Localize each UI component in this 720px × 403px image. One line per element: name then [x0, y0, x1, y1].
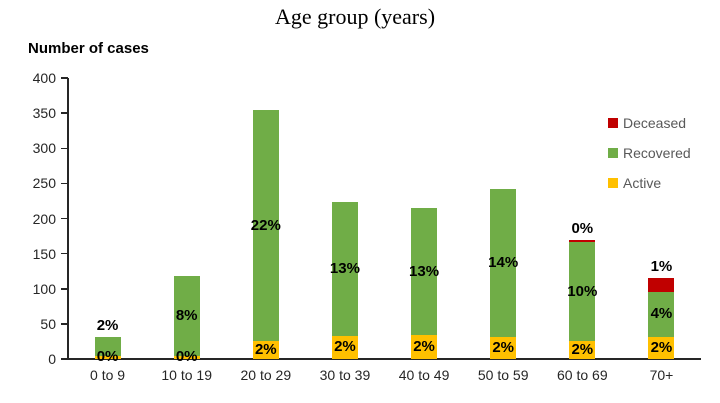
x-category-label: 0 to 9: [90, 367, 126, 383]
legend-label: Active: [623, 175, 662, 191]
y-tick-label: 250: [32, 175, 56, 192]
y-tick-mark: [61, 112, 68, 114]
y-tick-mark: [61, 182, 68, 185]
bar-segment-recovered: [569, 242, 596, 342]
legend-item-deceased: Deceased: [608, 108, 691, 138]
data-label-active: 2%: [571, 341, 594, 359]
data-label-recovered: 14%: [488, 253, 519, 271]
y-tick-mark: [61, 252, 68, 255]
y-tick-mark: [61, 323, 68, 325]
data-label-active: 2%: [492, 338, 515, 356]
data-label-recovered: 8%: [175, 306, 198, 324]
x-axis-line: [61, 358, 701, 360]
bar-segment-deceased: [569, 240, 596, 243]
bar-segment-recovered: [648, 292, 675, 337]
legend-item-active: Active: [608, 168, 691, 198]
chart-title: Age group (years): [274, 4, 436, 29]
x-category-label: 40 to 49: [398, 367, 450, 383]
data-label-recovered: 22%: [250, 216, 281, 234]
data-label-active: 2%: [334, 338, 356, 356]
y-tick-mark: [61, 77, 68, 79]
y-tick-mark: [61, 358, 68, 360]
data-label-recovered: 13%: [409, 262, 440, 280]
y-tick-label: 50: [40, 315, 56, 332]
y-tick-label: 100: [32, 280, 56, 297]
bar-segment-recovered: [252, 109, 279, 342]
bar-segment-active: [569, 341, 596, 359]
y-axis-title: Number of cases: [28, 40, 149, 57]
y-tick-mark: [61, 147, 68, 149]
y-tick-label: 400: [32, 70, 56, 86]
data-label-recovered: 13%: [329, 260, 360, 278]
data-label-active: 2%: [254, 341, 277, 359]
data-label-recovered: 2%: [96, 317, 119, 335]
legend-swatch-recovered-icon: [608, 148, 618, 158]
legend-item-recovered: Recovered: [608, 138, 691, 168]
x-category-label: 30 to 39: [319, 367, 371, 383]
x-category-label: 70+: [649, 367, 674, 383]
y-tick-label: 200: [32, 210, 56, 227]
x-category-label: 10 to 19: [161, 367, 212, 383]
data-label-deceased: 0%: [571, 220, 594, 238]
bar-segment-active: [411, 335, 438, 359]
plot-area: 0 50 100 150 200 250 300 350 400 0% 2% 0 to 9 0% 8% 10…: [33, 70, 701, 383]
bar-segment-recovered: [490, 189, 517, 337]
data-label-active: 2%: [650, 338, 673, 356]
y-tick-label: 150: [32, 245, 56, 262]
x-category-label: 20 to 29: [240, 367, 292, 383]
y-tick-label: 350: [32, 105, 56, 122]
y-tick-label: 0: [48, 351, 56, 367]
data-label-deceased: 1%: [650, 258, 673, 276]
legend-swatch-deceased-icon: [608, 118, 618, 128]
x-category-label: 60 to 69: [557, 367, 608, 383]
legend-label: Recovered: [623, 145, 691, 161]
legend: Deceased Recovered Active: [608, 108, 691, 198]
legend-swatch-active-icon: [608, 178, 618, 188]
bar-segment-active: [648, 336, 675, 359]
y-axis-line: [67, 78, 69, 359]
bar-segment-recovered: [94, 337, 121, 356]
bar-segment-active: [252, 341, 279, 359]
data-label-active: 0%: [175, 348, 198, 366]
bar-segment-active: [94, 355, 121, 359]
bar-segment-active: [331, 335, 358, 359]
data-label-recovered: 10%: [567, 282, 598, 300]
y-tick-mark: [61, 217, 68, 220]
x-category-label: 50 to 59: [477, 367, 529, 383]
bar-segment-recovered: [331, 202, 358, 336]
bar-segment-active: [173, 355, 200, 359]
legend-label: Deceased: [623, 115, 687, 131]
bar-segment-active: [490, 336, 517, 359]
bar-segment-recovered: [411, 207, 438, 336]
data-label-recovered: 4%: [650, 305, 673, 323]
data-label-active: 0%: [96, 348, 119, 366]
data-label-active: 2%: [413, 338, 435, 356]
bar-segment-deceased: [648, 278, 675, 293]
bar-segment-recovered: [173, 276, 200, 356]
y-tick-label: 300: [32, 140, 56, 157]
y-tick-mark: [61, 288, 68, 290]
